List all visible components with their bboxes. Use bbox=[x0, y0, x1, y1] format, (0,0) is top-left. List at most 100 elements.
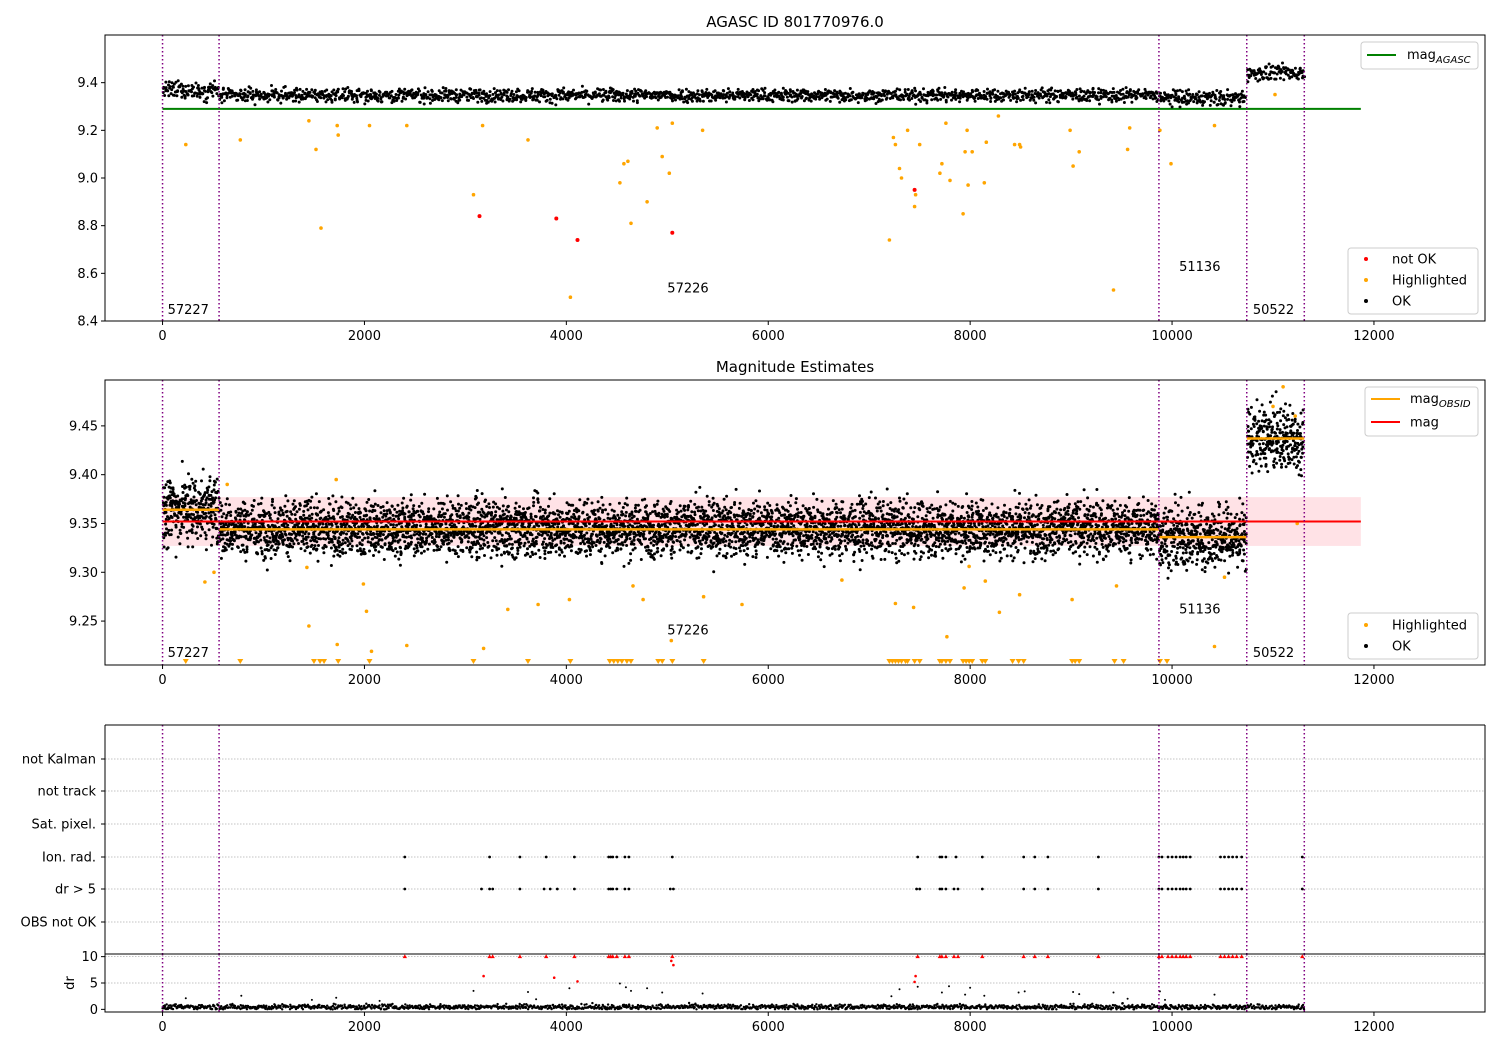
ok-point bbox=[259, 538, 263, 542]
ok-point bbox=[395, 99, 399, 102]
ok-point bbox=[272, 506, 276, 510]
ok-point bbox=[224, 548, 228, 552]
ok-point bbox=[200, 479, 203, 483]
ok-point bbox=[178, 542, 182, 546]
ok-point bbox=[474, 535, 478, 539]
ok-point bbox=[285, 94, 289, 97]
ok-point bbox=[485, 92, 488, 96]
y-tick-label: 8.6 bbox=[77, 267, 98, 282]
ok-point bbox=[465, 95, 469, 99]
ok-point bbox=[656, 546, 660, 550]
ok-point bbox=[608, 537, 612, 541]
ok-point bbox=[728, 93, 732, 97]
ok-point bbox=[183, 483, 187, 487]
ok-point bbox=[1121, 92, 1125, 96]
ok-point bbox=[456, 555, 460, 559]
ok-point bbox=[428, 101, 432, 105]
ok-point bbox=[340, 515, 344, 519]
ok-point bbox=[340, 495, 344, 499]
ok-point bbox=[606, 512, 610, 516]
ok-point bbox=[1293, 66, 1297, 70]
ok-point bbox=[191, 524, 195, 528]
ok-point bbox=[166, 89, 170, 93]
ok-point bbox=[251, 96, 255, 99]
ok-point bbox=[1048, 95, 1052, 99]
ok-point bbox=[219, 556, 223, 560]
ok-point bbox=[537, 533, 541, 537]
highlighted-point bbox=[944, 121, 948, 125]
ok-point bbox=[749, 93, 753, 97]
ok-point bbox=[597, 92, 601, 96]
ok-point bbox=[773, 91, 777, 95]
ok-point bbox=[543, 552, 547, 556]
ok-point bbox=[164, 483, 168, 487]
ok-point bbox=[415, 523, 419, 527]
ok-point bbox=[566, 98, 570, 102]
ok-point bbox=[319, 537, 323, 541]
ok-point bbox=[516, 552, 520, 556]
ok-point bbox=[191, 545, 195, 549]
ok-point bbox=[528, 523, 532, 527]
ok-point bbox=[473, 506, 477, 510]
ok-point bbox=[1264, 65, 1268, 69]
ok-point bbox=[604, 508, 607, 512]
ok-point bbox=[652, 557, 656, 561]
ok-point bbox=[1215, 89, 1219, 92]
ok-point bbox=[600, 561, 604, 564]
ok-point bbox=[220, 95, 224, 99]
ok-point bbox=[285, 509, 289, 513]
ok-point bbox=[639, 558, 643, 561]
ok-point bbox=[1189, 97, 1193, 101]
ok-point bbox=[429, 515, 433, 519]
ok-point bbox=[636, 503, 640, 507]
ok-point bbox=[1268, 73, 1272, 77]
ok-point bbox=[225, 513, 229, 517]
ok-point bbox=[958, 100, 962, 104]
not-ok-point bbox=[575, 238, 580, 242]
ok-point bbox=[291, 502, 295, 506]
ok-point bbox=[204, 97, 208, 101]
highlighted-point bbox=[361, 582, 366, 586]
ok-point bbox=[346, 539, 350, 543]
ok-point bbox=[436, 545, 440, 549]
ok-point bbox=[461, 512, 465, 516]
ok-point bbox=[554, 94, 558, 98]
ok-point bbox=[375, 514, 379, 518]
ok-point bbox=[401, 506, 405, 510]
ok-point bbox=[617, 501, 621, 505]
ok-point bbox=[236, 98, 240, 102]
ok-point bbox=[236, 546, 240, 549]
ok-point bbox=[609, 540, 613, 544]
ok-point bbox=[467, 536, 471, 540]
ok-point bbox=[1119, 92, 1123, 96]
ok-point bbox=[472, 92, 476, 96]
ok-point bbox=[259, 531, 263, 535]
ok-point bbox=[376, 99, 380, 103]
ok-point bbox=[291, 99, 295, 103]
highlighted-point bbox=[1169, 161, 1173, 166]
ok-point bbox=[1223, 101, 1227, 105]
ok-point bbox=[446, 535, 450, 539]
ok-point bbox=[180, 497, 184, 501]
ok-point bbox=[828, 99, 832, 103]
ok-point bbox=[895, 87, 899, 91]
highlighted-point bbox=[305, 565, 309, 570]
ok-point bbox=[169, 490, 173, 494]
ok-point bbox=[1054, 95, 1058, 99]
ok-point bbox=[936, 98, 940, 102]
highlighted-point bbox=[364, 609, 369, 614]
ok-point bbox=[475, 558, 479, 562]
ok-point bbox=[634, 89, 638, 93]
ok-point bbox=[906, 88, 910, 91]
ok-point bbox=[494, 510, 498, 514]
ok-point bbox=[164, 80, 168, 84]
ok-point bbox=[293, 88, 297, 92]
ok-point bbox=[189, 498, 193, 502]
ok-point bbox=[330, 538, 334, 541]
ok-point bbox=[202, 89, 206, 93]
ok-point bbox=[196, 92, 199, 96]
ok-point bbox=[194, 81, 198, 85]
ok-point bbox=[486, 100, 490, 104]
ok-point bbox=[571, 503, 575, 507]
ok-point bbox=[164, 533, 167, 537]
